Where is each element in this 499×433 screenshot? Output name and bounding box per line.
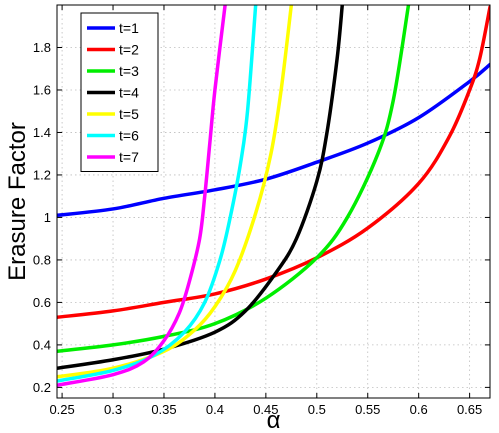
legend-label: t=3	[119, 63, 139, 79]
x-tick-label: 0.4	[206, 402, 224, 417]
series-line-t-4	[57, 5, 345, 371]
legend-label: t=1	[119, 20, 139, 36]
series-line-t-2	[57, 5, 490, 320]
series-line-t-6	[57, 5, 258, 383]
x-tick-label: 0.65	[457, 402, 482, 417]
legend: t=1 t=2 t=3 t=4 t=5 t=6 t=7	[80, 12, 159, 172]
x-tick-label: 0.3	[104, 402, 122, 417]
x-tick-label: 0.6	[410, 402, 428, 417]
x-axis-label: α	[267, 407, 281, 433]
legend-label: t=6	[119, 128, 139, 144]
y-tick-label: 1.4	[33, 125, 51, 140]
x-tick-label: 0.55	[355, 402, 380, 417]
y-tick-label: 0.8	[33, 252, 51, 267]
y-tick-label: 0.4	[33, 337, 51, 352]
y-tick-label: 1.6	[33, 82, 51, 97]
x-tick-label: 0.25	[49, 402, 74, 417]
axis-ticks: 0.25 0.3 0.35 0.4 0.45 0.5 0.55 0.6 0.65 0.2 0.4 0.…	[33, 5, 490, 417]
series-line-t-1	[57, 62, 490, 218]
series-line-t-3	[57, 5, 411, 354]
legend-label: t=2	[119, 42, 139, 58]
legend-label: t=4	[119, 85, 139, 101]
y-tick-label: 0.6	[33, 295, 51, 310]
y-tick-label: 1.8	[33, 40, 51, 55]
y-tick-label: 1	[44, 210, 51, 225]
x-tick-label: 0.5	[308, 402, 326, 417]
legend-label: t=7	[119, 149, 139, 165]
plot-area-frame	[56, 4, 491, 399]
x-tick-label: 0.35	[151, 402, 176, 417]
series-layer	[57, 5, 490, 387]
series-line-t-7	[57, 5, 227, 387]
y-tick-label: 0.2	[33, 380, 51, 395]
legend-label: t=5	[119, 106, 139, 122]
y-tick-label: 1.2	[33, 167, 51, 182]
x-tick-label: 0.45	[253, 402, 278, 417]
y-axis-label: Erasure Factor	[4, 122, 31, 281]
